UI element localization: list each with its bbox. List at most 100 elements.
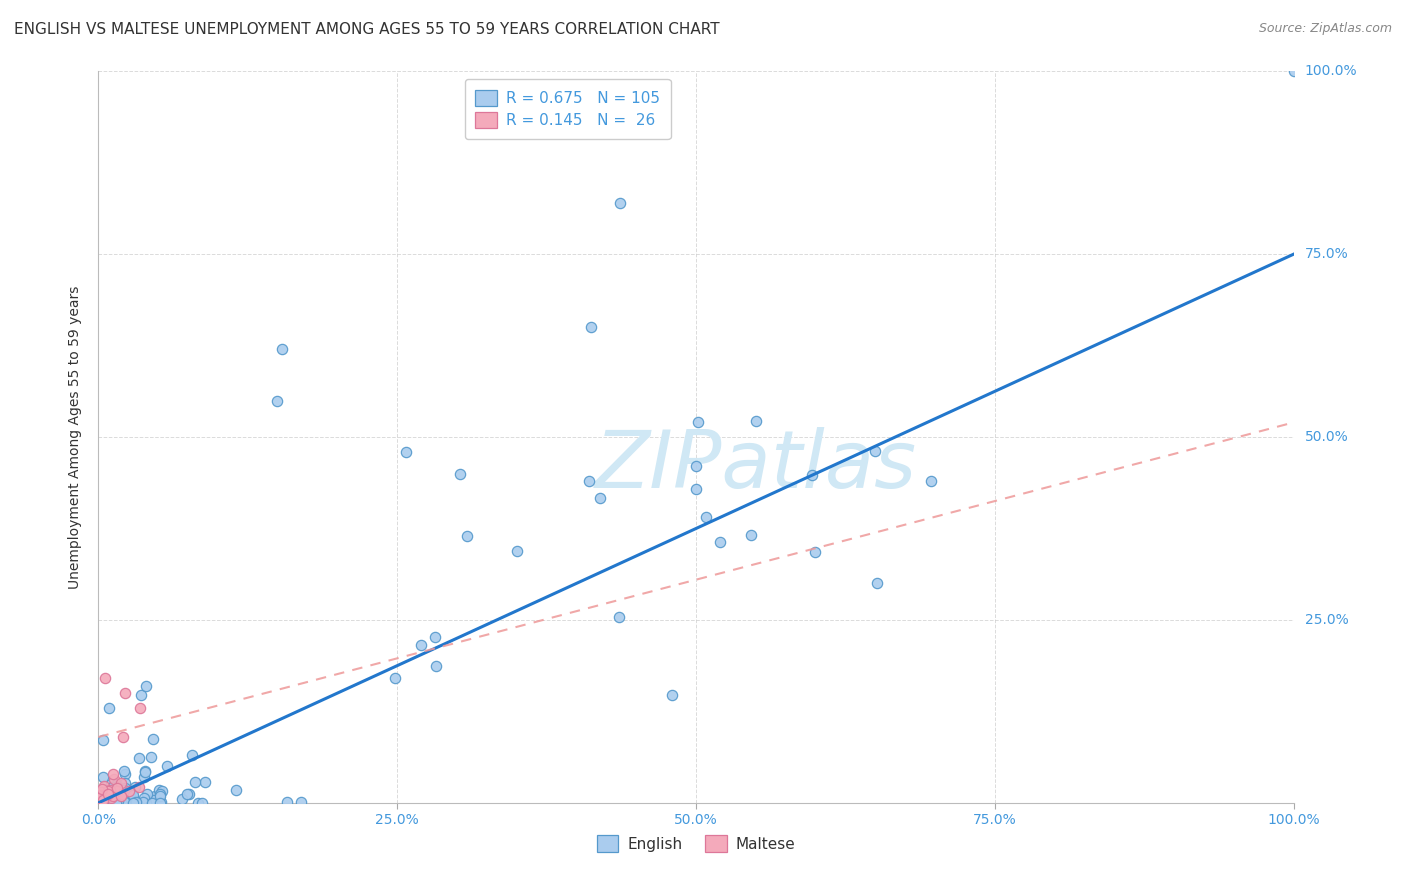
Point [149, 789, 172, 804]
Point [118, 786, 141, 800]
Point [149, 787, 172, 801]
Point [100, 777, 122, 791]
Point [384, 671, 406, 685]
Point [194, 775, 217, 789]
Point [181, 747, 204, 762]
Point [97, 784, 120, 798]
Point [91, 733, 114, 747]
Point [135, 679, 157, 693]
Point [709, 535, 731, 549]
Point [425, 659, 447, 673]
Point [177, 787, 200, 801]
Point [578, 474, 600, 488]
Point [132, 770, 155, 784]
Point [112, 730, 135, 744]
Text: 50.0%: 50.0% [1305, 430, 1348, 444]
Point [128, 750, 150, 764]
Point [93, 783, 115, 797]
Point [141, 749, 163, 764]
Point [183, 775, 205, 789]
Point [110, 787, 132, 801]
Point [118, 791, 141, 805]
Point [111, 795, 134, 809]
Text: Source: ZipAtlas.com: Source: ZipAtlas.com [1258, 22, 1392, 36]
Point [114, 793, 136, 807]
Point [145, 789, 167, 803]
Point [114, 780, 136, 795]
Point [105, 777, 128, 791]
Point [740, 528, 762, 542]
Point [110, 789, 132, 804]
Point [114, 766, 136, 780]
Point [589, 491, 612, 505]
Point [142, 793, 165, 807]
Point [661, 688, 683, 702]
Point [120, 792, 142, 806]
Point [456, 528, 478, 542]
Point [107, 794, 129, 808]
Point [685, 482, 707, 496]
Point [101, 790, 124, 805]
Point [579, 320, 602, 334]
Point [97, 701, 120, 715]
Point [152, 784, 174, 798]
Text: 100.0%: 100.0% [1305, 64, 1357, 78]
Point [745, 415, 768, 429]
Point [134, 764, 156, 779]
Point [101, 767, 124, 781]
Point [91, 796, 114, 810]
Point [125, 795, 148, 809]
Point [270, 343, 292, 357]
Point [129, 688, 152, 702]
Point [112, 782, 135, 797]
Point [91, 770, 114, 784]
Point [866, 576, 889, 591]
Text: ZIPatlas: ZIPatlas [595, 427, 917, 506]
Point [91, 793, 114, 807]
Point [94, 672, 117, 686]
Point [114, 787, 136, 801]
Point [135, 796, 157, 810]
Point [104, 792, 127, 806]
Point [1282, 64, 1305, 78]
Point [148, 782, 170, 797]
Point [114, 686, 136, 700]
Text: ENGLISH VS MALTESE UNEMPLOYMENT AMONG AGES 55 TO 59 YEARS CORRELATION CHART: ENGLISH VS MALTESE UNEMPLOYMENT AMONG AG… [14, 22, 720, 37]
Point [100, 780, 122, 795]
Point [191, 796, 214, 810]
Point [135, 787, 157, 801]
Point [801, 467, 824, 482]
Point [187, 796, 209, 810]
Point [128, 780, 150, 794]
Point [172, 792, 194, 806]
Point [105, 784, 128, 798]
Point [105, 780, 128, 795]
Point [395, 444, 418, 458]
Point [129, 700, 152, 714]
Point [111, 796, 134, 810]
Point [290, 795, 312, 809]
Point [100, 795, 122, 809]
Point [97, 792, 120, 806]
Point [423, 630, 446, 644]
Point [125, 795, 148, 809]
Point [105, 785, 128, 799]
Point [609, 196, 631, 211]
Point [149, 795, 172, 809]
Point [121, 788, 143, 802]
Point [93, 779, 115, 793]
Point [115, 790, 138, 805]
Point [107, 794, 129, 808]
Point [449, 467, 471, 481]
Point [104, 796, 127, 810]
Point [124, 780, 146, 794]
Point [506, 544, 529, 558]
Point [100, 790, 122, 805]
Point [685, 459, 707, 474]
Point [920, 474, 942, 488]
Point [98, 783, 121, 797]
Point [121, 796, 143, 810]
Point [131, 795, 153, 809]
Point [141, 796, 163, 810]
Point [149, 796, 172, 810]
